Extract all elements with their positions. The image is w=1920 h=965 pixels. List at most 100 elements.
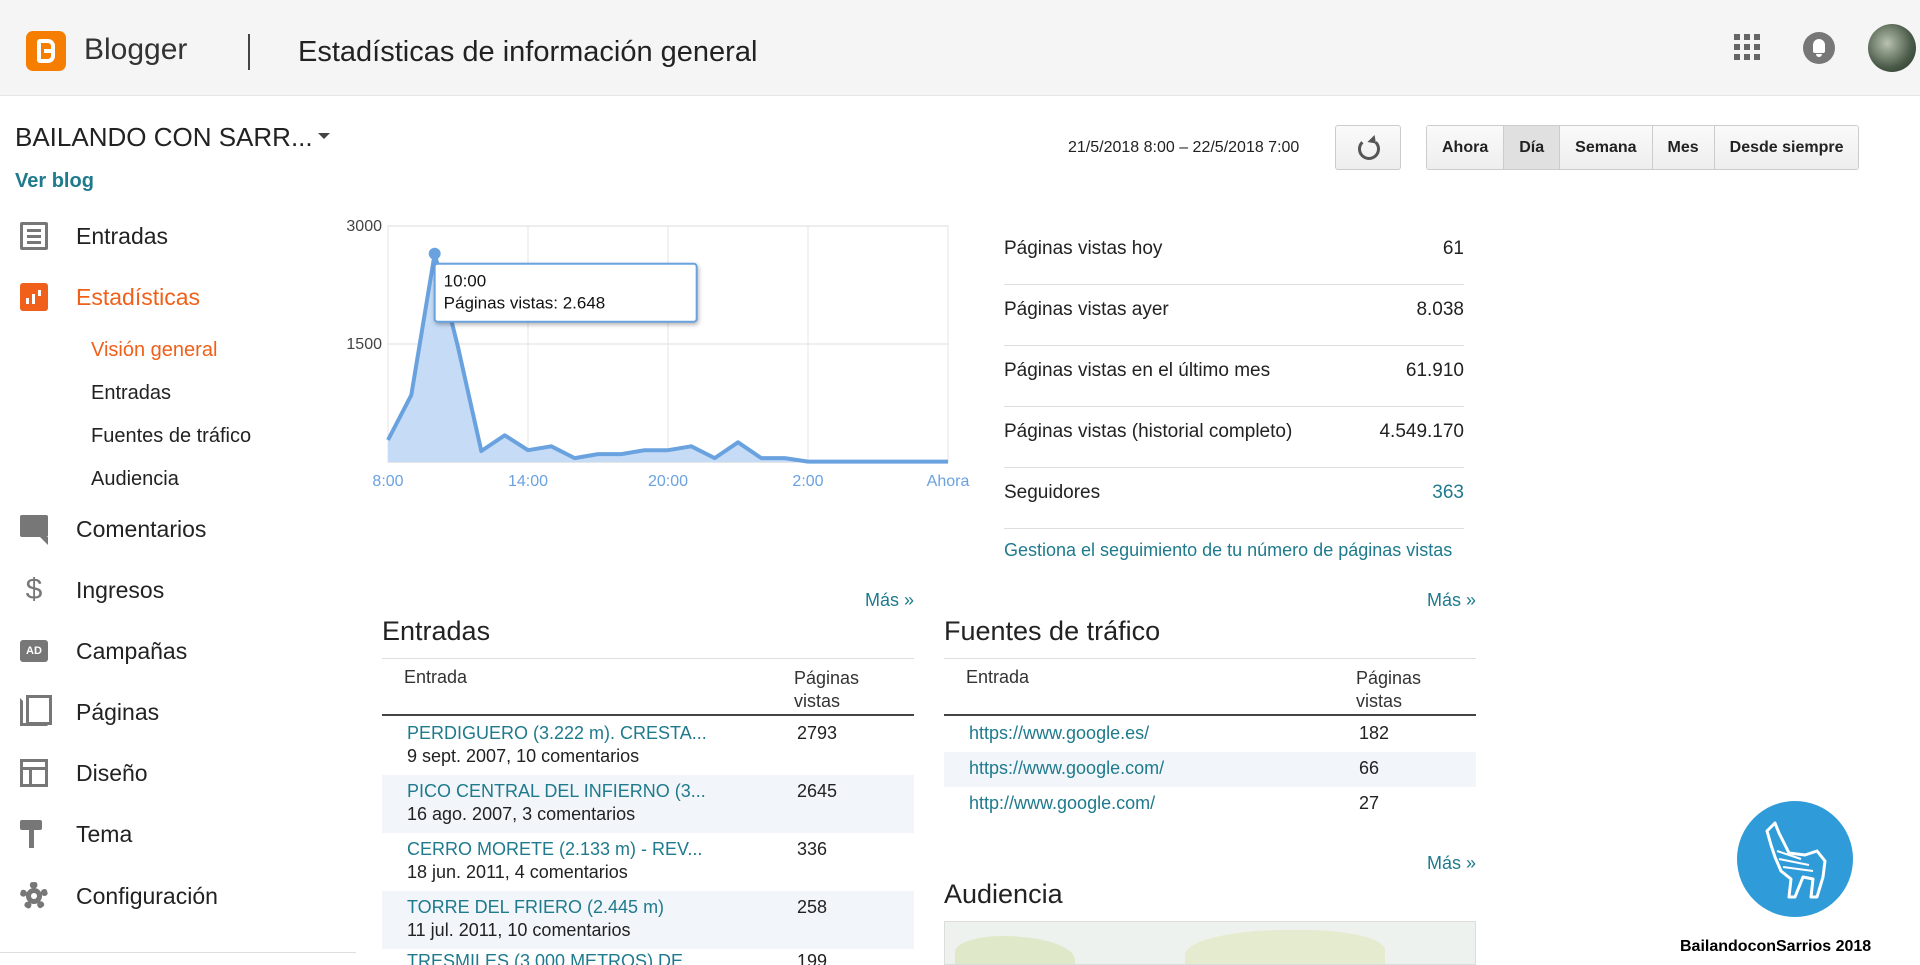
stat-label: Páginas vistas en el último mes (1004, 360, 1271, 381)
dollar-icon: $ (25, 573, 43, 606)
referrer-views: 182 (1359, 723, 1390, 743)
traffic-more-link[interactable]: Más » (1426, 590, 1476, 610)
range-month-button[interactable]: Mes (1651, 126, 1714, 169)
post-link[interactable]: PERDIGUERO (3.222 m). CRESTA... (407, 723, 707, 743)
refresh-button[interactable] (1335, 125, 1401, 170)
sidebar-item-theme[interactable]: Tema (0, 812, 340, 856)
ad-icon: AD (20, 640, 48, 662)
sidebar-item-pages[interactable]: Páginas (0, 690, 340, 734)
sidebar-item-campaigns[interactable]: AD Campañas (0, 629, 340, 673)
posts-table-header: Entrada Páginas vistas (382, 658, 914, 716)
posts-more-link[interactable]: Más » (864, 590, 914, 610)
sidebar-item-earnings[interactable]: $ Ingresos (0, 568, 340, 612)
avatar[interactable] (1868, 24, 1916, 72)
stat-value: 4.549.170 (1379, 421, 1464, 442)
table-row: TORRE DEL FRIERO (2.445 m) 11 jul. 2011,… (382, 891, 914, 949)
stat-row: Páginas vistas en el último mes 61.910 (1004, 346, 1464, 407)
column-header: Páginas vistas (1356, 668, 1422, 711)
audience-more-link[interactable]: Más » (1426, 853, 1476, 873)
comments-icon (20, 515, 48, 545)
range-day-button[interactable]: Día (1503, 126, 1560, 169)
brand-name[interactable]: Blogger (84, 33, 188, 66)
sidebar-item-label: Diseño (76, 760, 148, 786)
layout-icon (20, 759, 48, 787)
subnav-posts[interactable]: Entradas (91, 382, 172, 404)
notifications-bell-icon[interactable] (1803, 32, 1835, 64)
sidebar-item-stats[interactable]: Estadísticas (0, 275, 340, 319)
sidebar-item-label: Comentarios (76, 516, 207, 542)
subnav-audience[interactable]: Audiencia (91, 468, 179, 490)
gear-icon (20, 882, 48, 910)
post-meta: 16 ago. 2007, 3 comentarios (407, 804, 636, 824)
chart-y-ticks: 3000 1500 (346, 218, 382, 353)
manage-tracking-link[interactable]: Gestiona el seguimiento de tu número de … (1004, 540, 1453, 560)
posts-panel: Más » Entradas Entrada Páginas vistas PE… (382, 590, 914, 965)
chart-tooltip: 10:00 Páginas vistas: 2.648 (433, 262, 698, 323)
view-blog-link[interactable]: Ver blog (15, 170, 94, 192)
audience-map[interactable] (944, 921, 1476, 965)
subnav-overview[interactable]: Visión general (91, 339, 218, 361)
post-link[interactable]: CERRO MORETE (2.133 m) - REV... (407, 839, 703, 859)
x-tick-label: 20:00 (648, 473, 688, 490)
stat-label: Páginas vistas hoy (1004, 238, 1163, 259)
post-meta: 9 sept. 2007, 10 comentarios (407, 746, 640, 766)
sidebar-divider (0, 952, 356, 953)
sidebar-item-layout[interactable]: Diseño (0, 751, 340, 795)
x-tick-label: 8:00 (372, 473, 403, 490)
chevron-down-icon[interactable] (318, 133, 330, 139)
sidebar-item-label: Estadísticas (76, 284, 200, 310)
sidebar-item-comments[interactable]: Comentarios (0, 507, 340, 551)
table-row: https://www.google.com/ 66 (944, 752, 1476, 787)
post-link[interactable]: TRESMILES (3.000 METROS) DE... (407, 951, 699, 965)
post-views: 2645 (797, 781, 838, 801)
chart-line (386, 251, 948, 464)
stat-value: 8.038 (1416, 299, 1464, 320)
sidebar-item-settings[interactable]: Configuración (0, 874, 340, 918)
range-alltime-button[interactable]: Desde siempre (1713, 126, 1859, 169)
range-week-button[interactable]: Semana (1559, 126, 1652, 169)
range-now-button[interactable]: Ahora (1427, 126, 1504, 169)
top-bar: Blogger Estadísticas de información gene… (0, 0, 1920, 96)
traffic-panel: Más » Fuentes de tráfico Entrada Páginas… (944, 590, 1476, 830)
post-link[interactable]: TORRE DEL FRIERO (2.445 m) (407, 897, 665, 917)
y-tick-label: 1500 (346, 336, 382, 353)
post-link[interactable]: PICO CENTRAL DEL INFIERNO (3... (407, 781, 706, 801)
chart-point-highlight (428, 247, 441, 260)
stat-label: Páginas vistas ayer (1004, 299, 1169, 320)
sidebar-item-label: Configuración (76, 883, 218, 909)
stat-label: Páginas vistas (historial completo) (1004, 421, 1293, 442)
apps-grid-icon[interactable] (1734, 34, 1760, 60)
sidebar-item-posts[interactable]: Entradas (0, 214, 340, 258)
table-row: http://www.google.com/ 27 (944, 787, 1476, 822)
subnav-traffic-sources[interactable]: Fuentes de tráfico (91, 425, 252, 447)
blog-name[interactable]: BAILANDO CON SARR... (15, 122, 313, 152)
summary-stats: Páginas vistas hoy 61 Páginas vistas aye… (1004, 224, 1464, 529)
column-header: Páginas vistas (794, 668, 860, 711)
stat-row: Páginas vistas ayer 8.038 (1004, 285, 1464, 346)
stat-value: 61 (1442, 238, 1464, 259)
stats-icon (20, 283, 48, 311)
followers-link[interactable]: 363 (1432, 482, 1464, 503)
post-views: 199 (797, 951, 828, 965)
stat-value: 61.910 (1405, 360, 1464, 381)
chart-tooltip-text: Páginas vistas: 2.648 (444, 294, 606, 313)
x-tick-label: 2:00 (792, 473, 823, 490)
table-row: CERRO MORETE (2.133 m) - REV... 18 jun. … (382, 833, 914, 891)
referrer-link[interactable]: https://www.google.com/ (969, 758, 1165, 778)
chart-x-ticks: 8:00 14:00 20:00 2:00 Ahora (372, 473, 969, 490)
blogger-logo-icon[interactable] (26, 31, 66, 71)
post-views: 336 (797, 839, 828, 859)
date-range-label: 21/5/2018 8:00 – 22/5/2018 7:00 (1068, 139, 1300, 156)
sidebar-item-label: Campañas (76, 638, 188, 664)
x-tick-label: 14:00 (508, 473, 548, 490)
stat-row: Páginas vistas hoy 61 (1004, 224, 1464, 285)
posts-icon (20, 222, 48, 250)
pageviews-chart[interactable]: 3000 1500 8:00 14:00 20:00 2:00 Ahora 10:00 P… (330, 210, 980, 500)
referrer-link[interactable]: http://www.google.com/ (969, 793, 1156, 813)
page-title: Estadísticas de información general (298, 36, 758, 68)
pages-icon (20, 695, 52, 726)
traffic-title: Fuentes de tráfico (944, 616, 1161, 646)
theme-icon (20, 820, 48, 848)
referrer-link[interactable]: https://www.google.es/ (969, 723, 1150, 743)
referrer-views: 66 (1359, 758, 1380, 778)
